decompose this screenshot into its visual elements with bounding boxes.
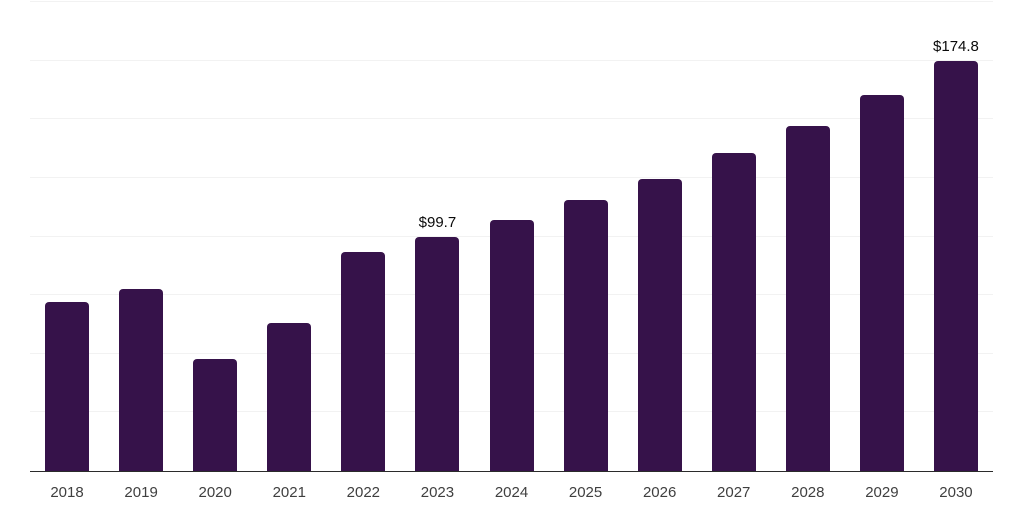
x-tick-label-2025: 2025 [568, 484, 603, 501]
x-tick-label-2019: 2019 [124, 484, 158, 501]
bar-2026[interactable] [637, 178, 682, 471]
gridline [30, 176, 993, 178]
bar-value-label-2030: $174.8 [933, 38, 979, 56]
bar-2018[interactable] [45, 302, 90, 471]
x-tick-label-2027: 2027 [717, 484, 751, 501]
x-axis-tick-labels: 2018 2019 2020 2021 2022 2023 2024 2025 2026 2027… [30, 484, 993, 506]
bar-2024[interactable] [489, 219, 534, 471]
x-tick-label-2028: 2028 [791, 484, 825, 501]
bar-2025[interactable] [563, 200, 608, 471]
x-tick-label-2022: 2022 [346, 484, 381, 501]
bar-value-label-2023: $99.7 [418, 214, 457, 232]
x-tick-label-2026: 2026 [642, 484, 677, 501]
x-tick-label-2024: 2024 [494, 484, 529, 501]
bar-2027[interactable] [711, 153, 756, 471]
gridline [30, 118, 993, 120]
gridline [30, 59, 993, 61]
gridline [30, 1, 993, 2]
x-tick-label-2029: 2029 [865, 484, 899, 501]
plot-area: $99.7 $174.8 [30, 1, 993, 472]
bar-2020[interactable] [193, 359, 238, 471]
x-tick-label-2030: 2030 [939, 484, 973, 501]
bar-2030[interactable] [933, 61, 978, 471]
bar-2028[interactable] [785, 126, 830, 471]
x-tick-label-2020: 2020 [198, 484, 232, 501]
bar-2021[interactable] [267, 323, 312, 471]
x-tick-label-2021: 2021 [272, 484, 306, 501]
x-tick-label-2018: 2018 [50, 484, 84, 501]
bar-2029[interactable] [859, 95, 904, 471]
bar-2019[interactable] [119, 289, 164, 471]
x-tick-label-2023: 2023 [420, 484, 455, 501]
bar-2023[interactable] [415, 237, 460, 471]
bar-2022[interactable] [341, 252, 386, 471]
